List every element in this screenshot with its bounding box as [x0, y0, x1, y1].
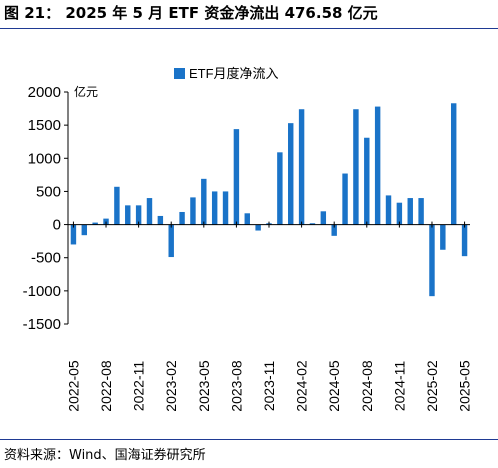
bar	[396, 202, 403, 225]
bar	[157, 215, 164, 225]
axes-group: -1500 -1000 -500 0 500 1000 1500 2000 2022-05 202…	[23, 84, 473, 412]
bar	[440, 224, 446, 250]
source-rule	[0, 439, 498, 440]
bar	[255, 224, 261, 231]
y-tick-label: -500	[31, 250, 61, 267]
bar	[168, 224, 174, 258]
y-tick-label: 1000	[28, 150, 61, 167]
bar	[450, 103, 457, 225]
legend-swatch	[174, 68, 185, 79]
y-tick-label: -1500	[23, 316, 61, 333]
x-tick-label: 2022-11	[131, 361, 147, 412]
bar-chart: ETF月度净流入 亿元 -1500 -1000 -500 0 500 1000 1500 20…	[23, 66, 473, 412]
legend-label: ETF月度净流入	[189, 66, 279, 81]
bar	[320, 211, 327, 225]
bar	[81, 224, 88, 236]
bar	[125, 205, 131, 225]
bar	[211, 191, 218, 225]
y-tick-label: 500	[36, 183, 61, 200]
x-tick-label: 2023-05	[196, 360, 212, 412]
x-tick-label: 2023-08	[228, 360, 244, 412]
bar	[201, 178, 207, 225]
bar	[277, 152, 283, 225]
x-tick-label: 2025-02	[424, 360, 440, 412]
y-tick-label: 0	[53, 217, 61, 234]
x-tick-label: 2024-08	[359, 360, 375, 412]
bar	[429, 224, 435, 297]
figure-title: 图 21： 2025 年 5 月 ETF 资金净流出 476.58 亿元	[4, 4, 378, 22]
bar	[364, 137, 370, 225]
bar	[461, 224, 468, 257]
bar	[222, 191, 229, 225]
y-tick-label: 1500	[28, 117, 61, 134]
source-note: 资料来源：Wind、国海证券研究所	[4, 448, 206, 463]
bar	[418, 198, 424, 225]
x-tick-label: 2024-02	[294, 360, 310, 412]
bar	[146, 198, 153, 225]
bar	[407, 198, 413, 225]
x-tick-label: 2024-05	[326, 360, 342, 412]
bar	[353, 109, 359, 225]
y-tick-label: 2000	[28, 84, 61, 101]
x-tick-label: 2025-05	[457, 360, 473, 412]
bar	[244, 213, 250, 225]
bar	[288, 123, 294, 225]
x-tick-label: 2022-08	[98, 360, 114, 412]
bar	[114, 186, 120, 225]
y-tick-label: -1000	[23, 283, 61, 300]
bar	[233, 129, 240, 225]
bar	[135, 205, 142, 225]
y-axis-unit-label: 亿元	[74, 84, 98, 99]
bar	[342, 173, 348, 225]
x-tick-label: 2023-02	[163, 360, 179, 412]
bar	[179, 211, 185, 225]
title-rule	[0, 28, 498, 29]
bar	[298, 109, 305, 225]
bars-group	[70, 103, 468, 297]
bar	[190, 197, 196, 225]
bar	[374, 106, 381, 225]
x-tick-label: 2024-11	[391, 361, 407, 412]
bar	[331, 224, 337, 236]
bar	[309, 223, 316, 225]
bar	[385, 195, 392, 225]
bar	[92, 222, 98, 225]
chart-legend: ETF月度净流入	[174, 66, 279, 81]
bar	[70, 224, 77, 245]
x-tick-label: 2022-05	[65, 360, 81, 412]
x-tick-label: 2023-11	[261, 361, 277, 412]
